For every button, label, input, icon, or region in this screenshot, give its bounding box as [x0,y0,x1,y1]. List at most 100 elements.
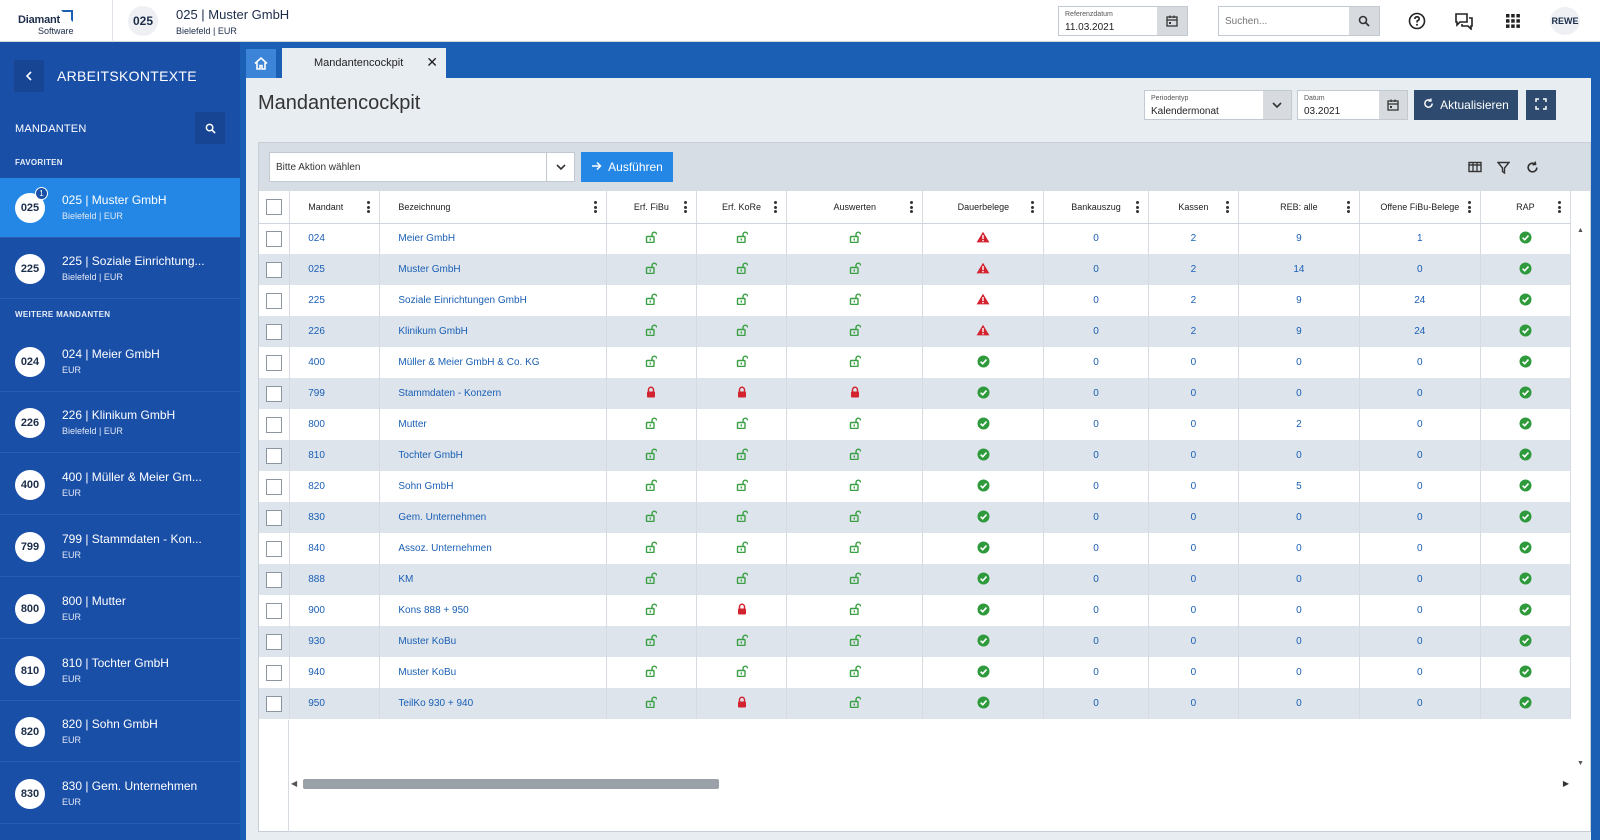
cell-bankauszug[interactable]: 0 [1043,254,1149,285]
cell-mandant[interactable]: 799 [289,378,381,409]
cell-erf-fibu[interactable] [606,564,697,595]
lock-open-icon[interactable] [736,510,748,525]
table-row[interactable]: 888 KM 0 0 0 0 [259,564,1572,595]
col-header-auswerten[interactable]: Auswerten [786,191,924,224]
cell-bezeichnung[interactable]: Klinikum GmbH [379,316,607,347]
lock-open-icon[interactable] [849,541,862,556]
company-logo[interactable]: Diamant Software [14,8,84,36]
cell-auswerten[interactable] [786,254,924,285]
search-icon[interactable] [1349,7,1379,35]
refresh-button[interactable]: Aktualisieren [1414,90,1518,120]
row-checkbox[interactable] [266,261,283,278]
row-checkbox[interactable] [266,540,283,557]
lock-open-icon[interactable] [849,572,862,587]
cell-kassen[interactable]: 0 [1148,564,1239,595]
row-checkbox[interactable] [266,478,283,495]
cell-bezeichnung[interactable]: Assoz. Unternehmen [379,533,607,564]
cell-kassen[interactable]: 0 [1148,688,1239,719]
cell-mandant[interactable]: 400 [289,347,381,378]
column-menu-icon[interactable] [1467,201,1472,213]
cell-kassen[interactable]: 0 [1148,657,1239,688]
lock-open-icon[interactable] [645,324,658,339]
cell-auswerten[interactable] [786,688,924,719]
cell-reb-alle[interactable]: 9 [1238,223,1360,254]
cell-dauerbelege[interactable] [922,347,1045,378]
cell-kassen[interactable]: 0 [1148,378,1239,409]
lock-open-icon[interactable] [645,417,658,432]
cell-rap[interactable] [1480,533,1572,564]
cell-erf-kore[interactable] [696,223,788,254]
cell-erf-kore[interactable] [696,347,788,378]
cell-rap[interactable] [1480,223,1572,254]
cell-mandant[interactable]: 820 [289,471,381,502]
sidebar-item-225[interactable]: 225 225 | Soziale Einrichtung... Bielefe… [0,239,240,299]
cell-kassen[interactable]: 2 [1148,316,1239,347]
cell-dauerbelege[interactable] [922,657,1045,688]
warning-icon[interactable] [976,262,990,277]
lock-open-icon[interactable] [645,634,658,649]
lock-open-icon[interactable] [645,262,658,277]
cell-reb-alle[interactable]: 0 [1238,440,1360,471]
col-header-erf-fibu[interactable]: Erf. FiBu [606,191,697,224]
check-circle-icon[interactable] [1519,355,1532,371]
lock-open-icon[interactable] [645,603,658,618]
table-row[interactable]: 400 Müller & Meier GmbH & Co. KG 0 0 0 0 [259,347,1572,378]
cell-mandant[interactable]: 888 [289,564,381,595]
cell-dauerbelege[interactable] [922,409,1045,440]
chat-icon[interactable] [1453,10,1475,32]
check-circle-icon[interactable] [977,603,990,619]
check-circle-icon[interactable] [977,696,990,712]
cell-bankauszug[interactable]: 0 [1043,626,1149,657]
col-header-rap[interactable]: RAP [1480,191,1572,224]
cell-bankauszug[interactable]: 0 [1043,533,1149,564]
check-circle-icon[interactable] [1519,634,1532,650]
lock-open-icon[interactable] [645,479,658,494]
cell-kassen[interactable]: 0 [1148,347,1239,378]
cell-erf-fibu[interactable] [606,626,697,657]
vertical-scrollbar[interactable]: ▲ ▼ [1572,223,1590,771]
cell-offene-fibu-belege[interactable]: 0 [1359,595,1481,626]
lock-open-icon[interactable] [849,417,862,432]
sidebar-item-226[interactable]: 226 226 | Klinikum GmbH Bielefeld | EUR [0,393,240,453]
check-circle-icon[interactable] [1519,448,1532,464]
cell-auswerten[interactable] [786,285,924,316]
check-circle-icon[interactable] [1519,510,1532,526]
cell-offene-fibu-belege[interactable]: 0 [1359,688,1481,719]
cell-dauerbelege[interactable] [922,378,1045,409]
fullscreen-button[interactable] [1526,90,1556,120]
column-menu-icon[interactable] [1225,201,1230,213]
cell-erf-kore[interactable] [696,285,788,316]
sidebar-item-810[interactable]: 810 810 | Tochter GmbH EUR [0,641,240,701]
select-all-checkbox[interactable] [266,198,283,215]
cell-offene-fibu-belege[interactable]: 0 [1359,657,1481,688]
column-menu-icon[interactable] [1346,201,1351,213]
check-circle-icon[interactable] [1519,293,1532,309]
table-row[interactable]: 820 Sohn GmbH 0 0 5 0 [259,471,1572,502]
column-menu-icon[interactable] [367,201,371,213]
row-checkbox[interactable] [266,323,283,340]
home-tab[interactable] [246,49,276,78]
cell-bezeichnung[interactable]: TeilKo 930 + 940 [379,688,607,719]
cell-reb-alle[interactable]: 9 [1238,285,1360,316]
cell-auswerten[interactable] [786,533,924,564]
global-search[interactable] [1218,6,1380,36]
cell-auswerten[interactable] [786,564,924,595]
apps-grid-icon[interactable] [1502,10,1524,32]
cell-rap[interactable] [1480,409,1572,440]
cell-rap[interactable] [1480,564,1572,595]
reference-date-field[interactable]: Referenzdatum 11.03.2021 [1058,6,1188,36]
cell-mandant[interactable]: 950 [289,688,381,719]
cell-mandant[interactable]: 900 [289,595,381,626]
cell-bankauszug[interactable]: 0 [1043,223,1149,254]
cell-dauerbelege[interactable] [922,595,1045,626]
check-circle-icon[interactable] [977,479,990,495]
lock-open-icon[interactable] [645,541,658,556]
column-menu-icon[interactable] [1031,201,1035,213]
cell-bezeichnung[interactable]: KM [379,564,607,595]
cell-erf-kore[interactable] [696,595,788,626]
cell-erf-kore[interactable] [696,564,788,595]
period-type-select[interactable]: Periodentyp Kalendermonat [1144,90,1292,120]
cell-offene-fibu-belege[interactable]: 0 [1359,440,1481,471]
column-menu-icon[interactable] [1558,201,1562,213]
cell-auswerten[interactable] [786,223,924,254]
